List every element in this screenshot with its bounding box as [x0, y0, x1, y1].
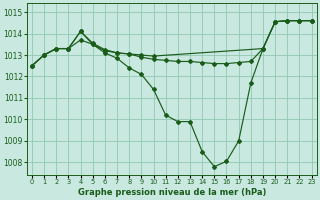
X-axis label: Graphe pression niveau de la mer (hPa): Graphe pression niveau de la mer (hPa)	[77, 188, 266, 197]
